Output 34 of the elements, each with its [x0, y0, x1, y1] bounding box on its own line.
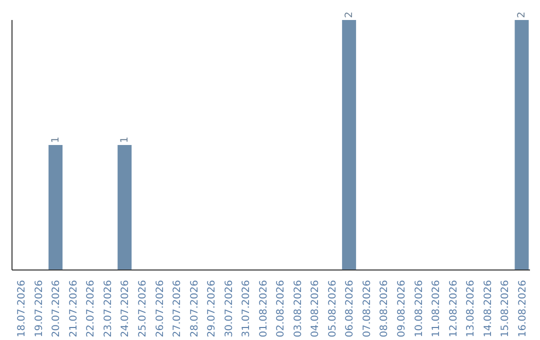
x-tick-label: 25.07.2026 [138, 280, 148, 338]
x-tick-label: 19.07.2026 [34, 280, 45, 338]
x-tick-label: 03.08.2026 [292, 280, 304, 338]
x-tick-label: 14.08.2026 [482, 280, 494, 338]
x-tick-label: 15.08.2026 [500, 280, 512, 338]
x-tick-label: 24.07.2026 [120, 280, 132, 338]
x-tick-label: 05.08.2026 [327, 280, 338, 338]
data-label: 1 [120, 136, 131, 143]
x-tick-label: 26.07.2026 [154, 280, 166, 338]
x-tick-label: 04.08.2026 [310, 280, 322, 338]
x-tick-label: 01.08.2026 [258, 280, 270, 338]
x-tick-label: 12.08.2026 [448, 280, 460, 338]
x-tick-label: 18.07.2026 [16, 280, 28, 338]
data-label: 2 [344, 12, 356, 18]
x-tick-label: 31.07.2026 [241, 280, 252, 338]
x-tick-label: 22.07.2026 [86, 280, 97, 338]
x-tick-label: 21.07.2026 [68, 280, 80, 338]
x-tick-label: 20.07.2026 [51, 280, 62, 338]
x-tick-label: 02.08.2026 [276, 280, 287, 338]
x-tick-label: 30.07.2026 [224, 280, 235, 338]
data-label: 1 [50, 136, 62, 143]
x-tick-label: 11.08.2026 [431, 280, 442, 338]
x-tick-label: 06.08.2026 [344, 280, 356, 338]
data-label: 2 [516, 12, 528, 18]
x-tick-label: 29.07.2026 [206, 280, 218, 338]
x-tick-label: 08.08.2026 [379, 280, 390, 338]
x-tick-label: 13.08.2026 [466, 280, 477, 338]
x-tick-label: 10.08.2026 [414, 280, 425, 338]
x-tick-label: 16.08.2026 [517, 280, 528, 338]
x-tick-label: 27.07.2026 [172, 280, 184, 338]
x-tick-label: 09.08.2026 [396, 280, 408, 338]
x-tick-label: 23.07.2026 [102, 280, 114, 338]
x-tick-label: 28.07.2026 [189, 280, 200, 338]
x-tick-label: 07.08.2026 [362, 280, 373, 338]
